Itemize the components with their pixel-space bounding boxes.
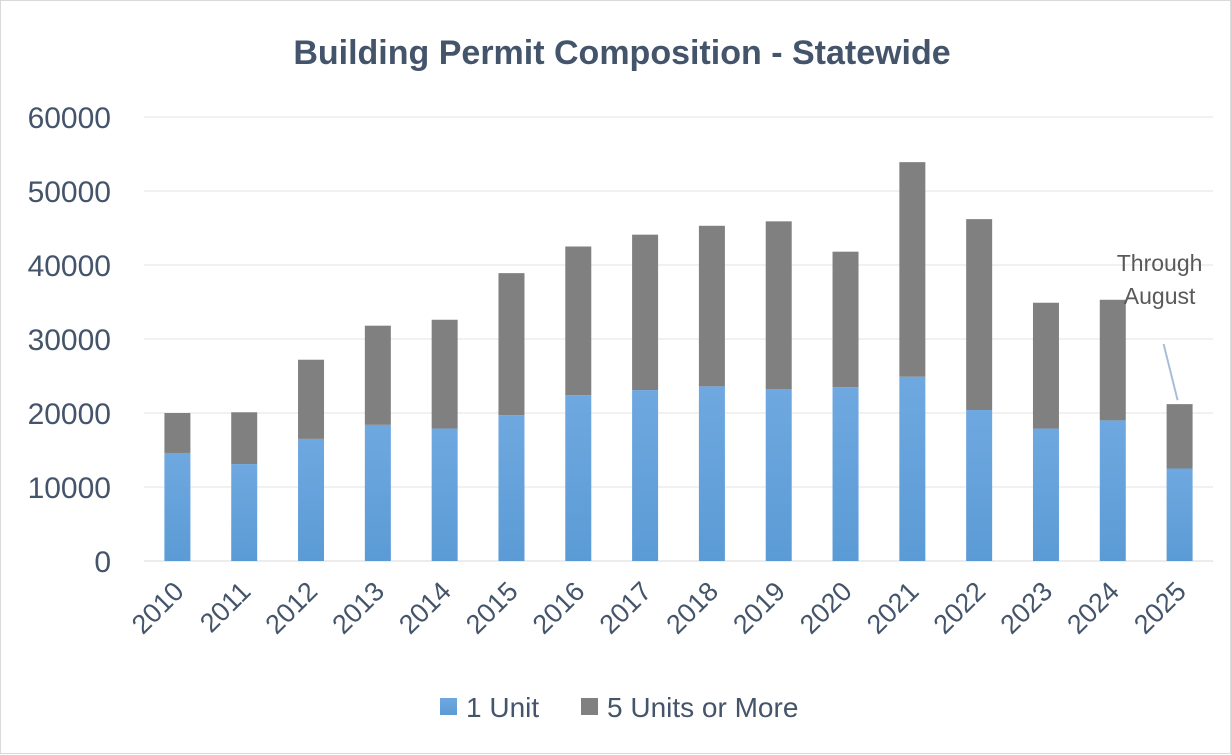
bar-1-unit-2013 <box>364 424 391 561</box>
x-tick-label: 2025 <box>1128 576 1192 640</box>
bar-5-units-or-more-2023 <box>1032 302 1059 429</box>
bar-1-unit-2021 <box>899 376 926 561</box>
bar-5-units-or-more-2012 <box>298 359 325 439</box>
bar-1-unit-2012 <box>298 438 325 561</box>
bar-5-units-or-more-2022 <box>966 219 993 411</box>
bar-1-unit-2010 <box>164 452 191 561</box>
bar-1-unit-2016 <box>565 395 592 561</box>
bar-5-units-or-more-2021 <box>899 162 926 377</box>
bar-5-units-or-more-2025 <box>1166 404 1193 469</box>
bar-5-units-or-more-2018 <box>698 225 725 387</box>
bar-1-unit-2011 <box>231 464 258 561</box>
annotation: Through August <box>1117 250 1203 401</box>
bar-1-unit-2020 <box>832 387 859 561</box>
bar-5-units-or-more-2011 <box>231 412 258 465</box>
bar-5-units-or-more-2016 <box>565 246 592 396</box>
x-tick-label: 2020 <box>794 576 858 640</box>
x-tick-label: 2011 <box>194 576 256 638</box>
x-tick-label: 2018 <box>660 576 724 640</box>
bar-1-unit-2022 <box>966 410 993 561</box>
annotation-text: Through <box>1117 250 1203 276</box>
bars <box>164 162 1193 561</box>
bar-5-units-or-more-2024 <box>1099 299 1126 421</box>
legend-label-5-units-or-more: 5 Units or More <box>607 692 798 723</box>
bar-1-unit-2018 <box>698 386 725 561</box>
x-axis-ticks: 2010 2011 2012 2013 2014 2015 2016 2017 2018 2019… <box>126 576 1192 640</box>
bar-5-units-or-more-2010 <box>164 413 191 453</box>
bar-1-unit-2025 <box>1166 468 1193 561</box>
bar-5-units-or-more-2019 <box>765 221 792 390</box>
y-tick-label: 60000 <box>28 102 111 135</box>
y-tick-label: 40000 <box>28 250 111 283</box>
x-tick-label: 2022 <box>928 576 992 640</box>
bar-5-units-or-more-2013 <box>364 325 391 425</box>
y-tick-label: 20000 <box>28 398 111 431</box>
bar-5-units-or-more-2014 <box>431 319 458 429</box>
bar-1-unit-2015 <box>498 415 525 561</box>
bar-5-units-or-more-2015 <box>498 273 525 416</box>
x-tick-label: 2013 <box>326 576 390 640</box>
chart-title: Building Permit Composition - Statewide <box>293 34 950 72</box>
bar-1-unit-2019 <box>765 389 792 561</box>
x-tick-label: 2014 <box>393 576 457 640</box>
legend-swatch-5-units-or-more <box>581 698 598 715</box>
x-tick-label: 2024 <box>1061 576 1125 640</box>
x-tick-label: 2021 <box>861 576 925 640</box>
bar-1-unit-2023 <box>1032 428 1059 561</box>
y-tick-label: 10000 <box>28 472 111 505</box>
x-tick-label: 2016 <box>527 576 591 640</box>
annotation-leader-line <box>1162 343 1179 401</box>
y-tick-label: 50000 <box>28 176 111 209</box>
x-tick-label: 2019 <box>727 576 791 640</box>
legend-swatch-1-unit <box>440 698 457 715</box>
bar-5-units-or-more-2020 <box>832 251 859 388</box>
x-tick-label: 2017 <box>594 576 658 640</box>
x-tick-label: 2010 <box>126 576 190 640</box>
y-axis-ticks: 0 10000 20000 30000 40000 50000 60000 <box>28 102 111 579</box>
y-tick-label: 0 <box>94 546 111 579</box>
legend-label-1-unit: 1 Unit <box>466 692 539 723</box>
x-tick-label: 2015 <box>460 576 524 640</box>
x-tick-label: 2023 <box>995 576 1059 640</box>
y-tick-label: 30000 <box>28 324 111 357</box>
x-tick-label: 2012 <box>260 576 324 640</box>
bar-1-unit-2014 <box>431 428 458 561</box>
annotation-text: August <box>1124 283 1196 309</box>
bar-5-units-or-more-2017 <box>632 234 659 391</box>
bar-1-unit-2017 <box>632 390 659 561</box>
legend: 1 Unit 5 Units or More <box>440 692 798 723</box>
bar-1-unit-2024 <box>1099 420 1126 561</box>
